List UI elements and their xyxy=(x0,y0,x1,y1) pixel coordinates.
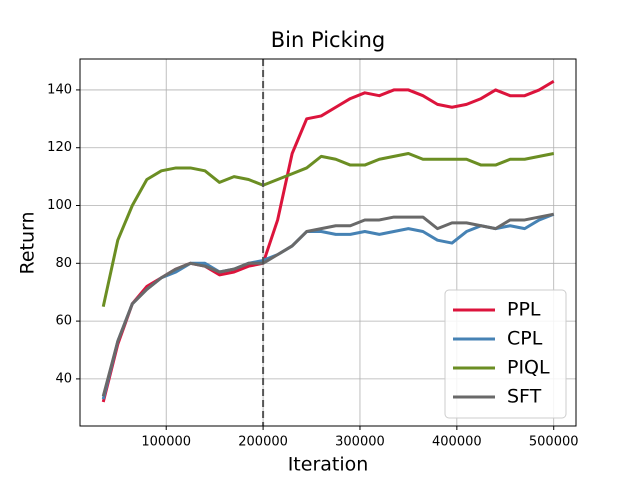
legend-box xyxy=(444,289,567,419)
y-tick-label: 80 xyxy=(55,256,72,271)
y-tick-label: 100 xyxy=(47,198,72,213)
plot-frame xyxy=(79,58,577,427)
line-series xyxy=(101,151,555,307)
x-axis-label: Iteration xyxy=(288,454,369,476)
legend-label: PPL xyxy=(507,299,541,321)
x-tick-label: 200000 xyxy=(238,435,288,450)
y-tick-label: 120 xyxy=(47,140,72,155)
x-tick-label: 400000 xyxy=(432,435,482,450)
legend-label: CPL xyxy=(507,328,543,350)
y-axis-label: Return xyxy=(17,211,39,274)
x-tick-label: 100000 xyxy=(141,435,191,450)
y-tick-label: 60 xyxy=(55,314,72,329)
x-tick-label: 300000 xyxy=(335,435,385,450)
y-tick-label: 40 xyxy=(55,371,72,386)
y-tick-label: 140 xyxy=(47,82,72,97)
chart-title: Bin Picking xyxy=(271,28,385,52)
line-series xyxy=(101,212,555,397)
x-tick-label: 500000 xyxy=(529,435,579,450)
legend-label: SFT xyxy=(507,386,542,408)
legend-label: PIQL xyxy=(507,357,550,379)
legend: PPL CPL PIQL SFT xyxy=(444,289,567,419)
